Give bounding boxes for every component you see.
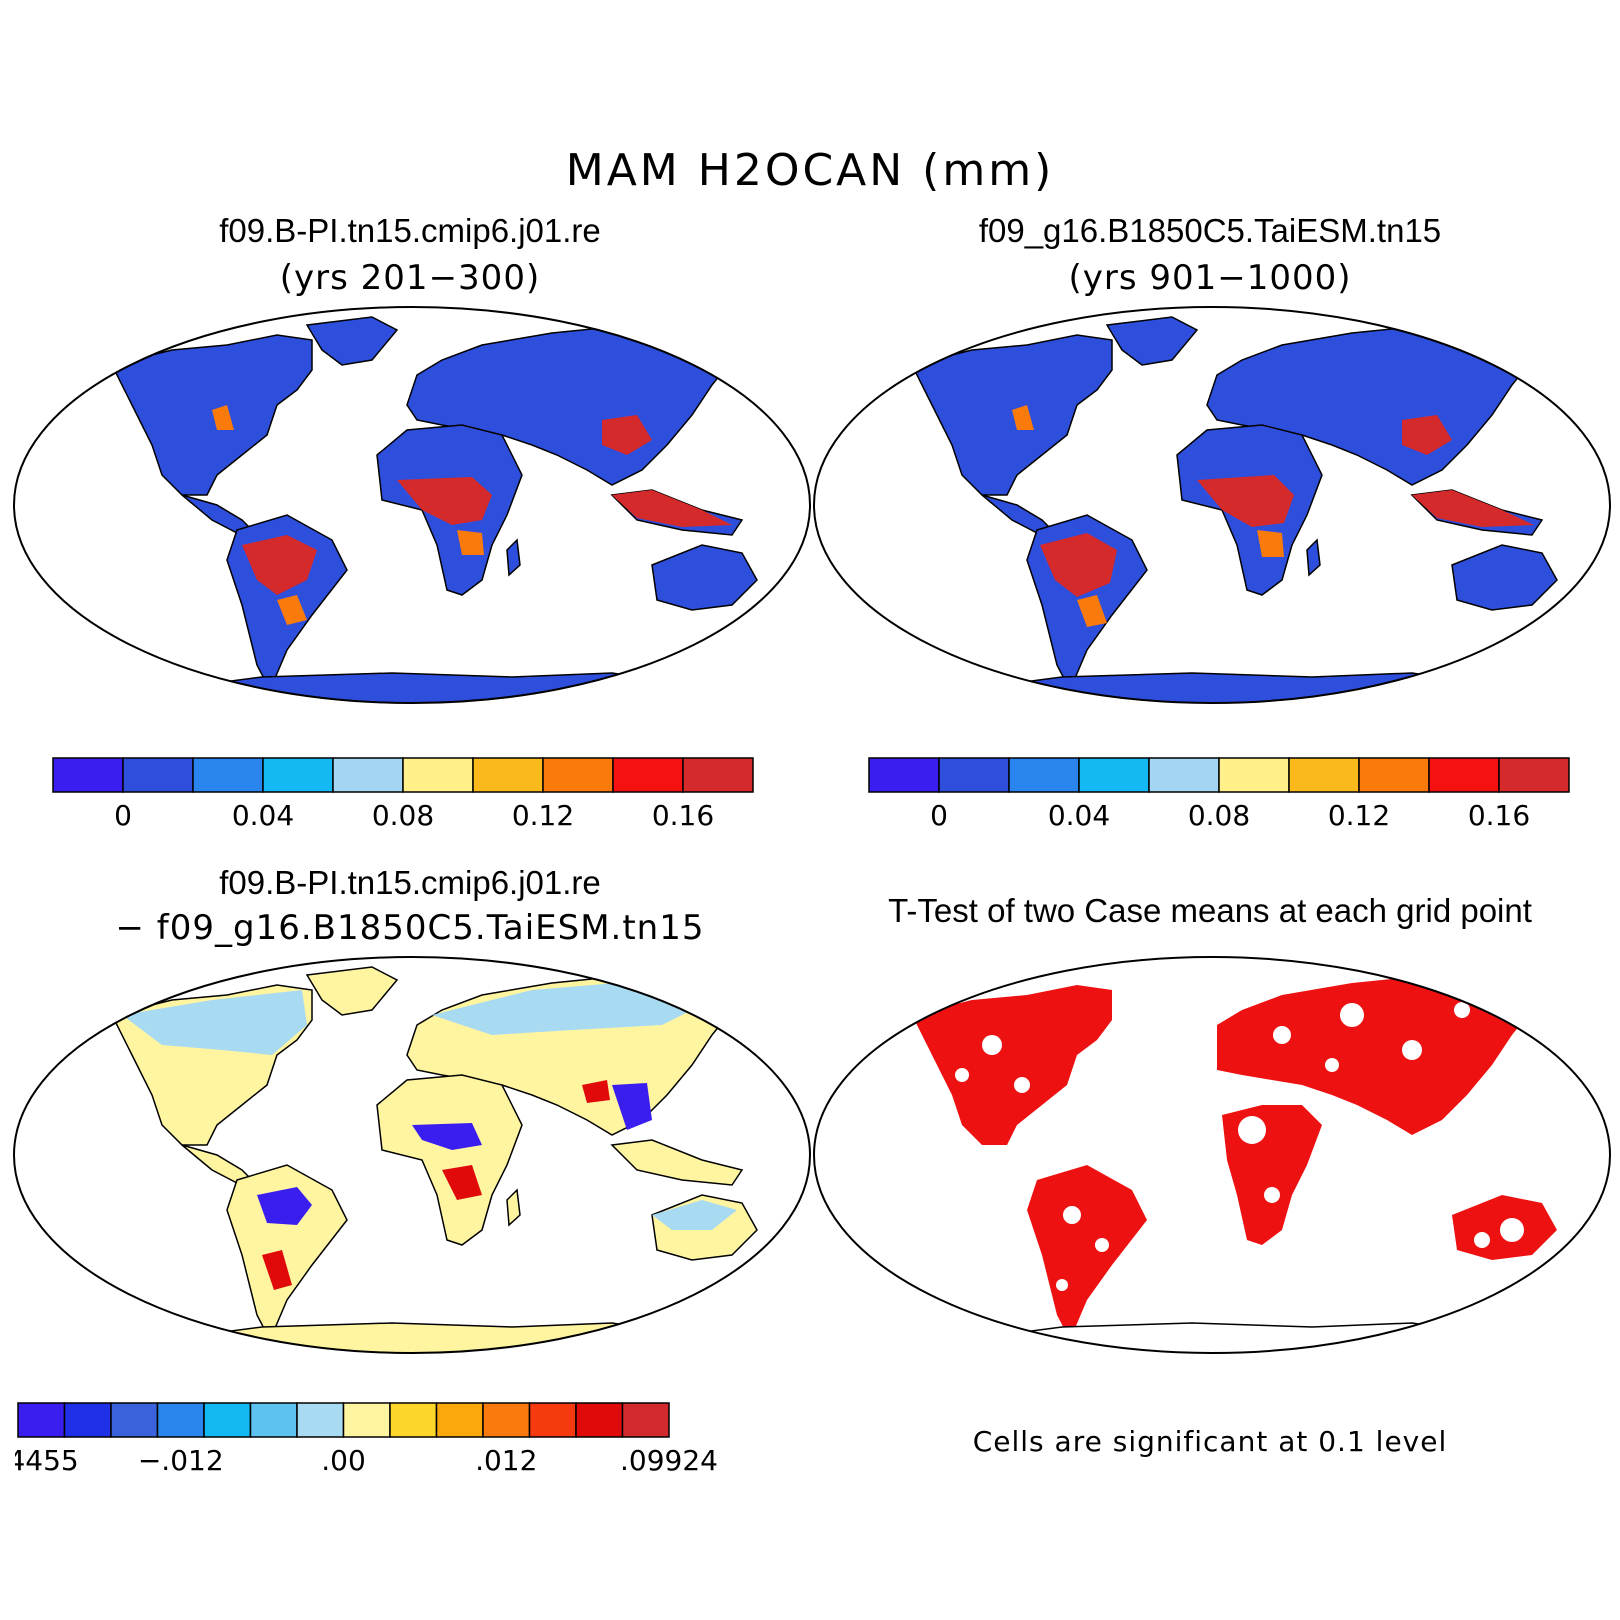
- colorbar-bottom-left: −.34455 −.012 .00 .012 .09924: [15, 1402, 718, 1477]
- colorbar-swatch: [296, 1402, 345, 1438]
- colorbar-tick-label: 0.08: [1188, 799, 1250, 832]
- colorbar-swatch: [156, 1402, 205, 1438]
- significance-note: Cells are significant at 0.1 level: [972, 1425, 1448, 1458]
- colorbar-swatch: [1428, 757, 1500, 793]
- colorbar-swatch: [612, 757, 684, 793]
- colorbar-swatch: [1008, 757, 1080, 793]
- colorbar-swatch: [1218, 757, 1290, 793]
- colorbar-swatch: [1148, 757, 1220, 793]
- map-bottom-right: [813, 956, 1611, 1354]
- colorbar-swatch: [262, 757, 334, 793]
- colorbar-swatch: [110, 1402, 159, 1438]
- colorbar-swatch: [435, 1402, 484, 1438]
- colorbar-tick-label: 0.12: [1328, 799, 1390, 832]
- colorbar-swatch: [249, 1402, 298, 1438]
- panel-title-top-left: f09.B-PI.tn15.cmip6.j01.re: [219, 212, 601, 249]
- colorbar-tick-label: 0: [930, 799, 948, 832]
- colorbar-tick-label: −.34455: [15, 1444, 79, 1477]
- map-bottom-left: [13, 956, 811, 1354]
- map-top-left: [13, 306, 811, 704]
- panel-subtitle-top-right: (yrs 901−1000): [1068, 258, 1352, 298]
- colorbar-tick-label: .012: [475, 1444, 537, 1477]
- colorbar-swatch: [1358, 757, 1430, 793]
- colorbar-tick-label: .09924: [620, 1444, 718, 1477]
- colorbar-swatch: [342, 1402, 391, 1438]
- colorbar-swatch: [575, 1402, 624, 1438]
- colorbar-swatch: [203, 1402, 252, 1438]
- colorbar-swatch: [389, 1402, 438, 1438]
- panel-subtitle-top-left: (yrs 201−300): [279, 258, 541, 298]
- colorbar-swatch: [402, 757, 474, 793]
- colorbar-swatch: [332, 757, 404, 793]
- panel-title-bottom-left: f09.B-PI.tn15.cmip6.j01.re: [219, 864, 601, 901]
- colorbar-swatch: [52, 757, 124, 793]
- colorbar-swatch: [542, 757, 614, 793]
- colorbar-swatch: [868, 757, 940, 793]
- colorbar-tick-label: 0.12: [512, 799, 574, 832]
- colorbar-swatch: [1288, 757, 1360, 793]
- colorbar-swatch: [122, 757, 194, 793]
- main-title: MAM H2OCAN (mm): [565, 145, 1055, 196]
- colorbar-swatch: [192, 757, 264, 793]
- colorbar-tick-label: 0.04: [1048, 799, 1110, 832]
- colorbar-top-left: 0 0.04 0.08 0.12 0.16: [52, 757, 754, 832]
- colorbar-tick-label: 0.16: [1468, 799, 1530, 832]
- colorbar-swatch: [63, 1402, 112, 1438]
- colorbar-tick-label: 0.16: [652, 799, 714, 832]
- panel-title-bottom-right: T-Test of two Case means at each grid po…: [888, 892, 1532, 929]
- colorbar-tick-label: 0.04: [232, 799, 294, 832]
- colorbar-tick-label: 0.08: [372, 799, 434, 832]
- colorbar-tick-label: 0: [114, 799, 132, 832]
- map-top-right: [813, 306, 1611, 704]
- colorbar-swatch: [621, 1402, 670, 1438]
- panel-subtitle-bottom-left: − f09_g16.B1850C5.TaiESM.tn15: [115, 908, 705, 948]
- colorbar-swatch: [1078, 757, 1150, 793]
- colorbar-swatch: [17, 1402, 66, 1438]
- colorbar-top-right: 0 0.04 0.08 0.12 0.16: [868, 757, 1570, 832]
- colorbar-swatch: [482, 1402, 531, 1438]
- colorbar-swatch: [1498, 757, 1570, 793]
- panel-title-top-right: f09_g16.B1850C5.TaiESM.tn15: [978, 212, 1442, 249]
- colorbar-swatch: [528, 1402, 577, 1438]
- colorbar-swatch: [472, 757, 544, 793]
- colorbar-tick-label: −.012: [138, 1444, 224, 1477]
- colorbar-swatch: [682, 757, 754, 793]
- colorbar-tick-label: .00: [321, 1444, 366, 1477]
- colorbar-swatch: [938, 757, 1010, 793]
